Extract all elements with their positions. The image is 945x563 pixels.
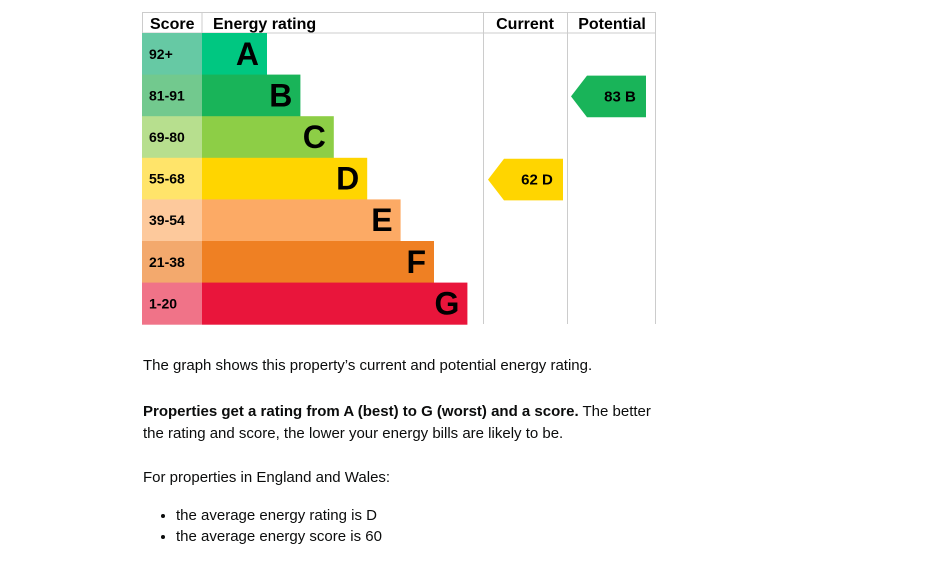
rating-explanation: Properties get a rating from A (best) to…: [143, 401, 663, 445]
rating-bar-f: [202, 241, 434, 284]
potential-rating-label: 83 B: [604, 88, 636, 105]
score-cell: [142, 33, 202, 76]
rating-letter: D: [336, 161, 359, 197]
score-cell: [142, 74, 202, 117]
energy-rating-header: Energy rating: [213, 16, 316, 33]
rating-letter: B: [269, 77, 292, 113]
score-cell: [142, 116, 202, 159]
score-range-label: 81-91: [149, 87, 185, 103]
rating-letter: F: [406, 244, 426, 280]
rating-letter: G: [435, 285, 460, 321]
rating-explanation-bold: Properties get a rating from A (best) to…: [143, 403, 579, 420]
score-cell: [142, 199, 202, 242]
rating-bar-b: [202, 74, 301, 117]
averages-list: the average energy rating is D the avera…: [143, 505, 663, 547]
rating-explanation-rest: The better the rating and score, the low…: [143, 403, 651, 442]
score-range-label: 69-80: [149, 129, 185, 145]
score-range-label: 92+: [149, 46, 173, 62]
current-header: Current: [496, 16, 554, 33]
region-intro: For properties in England and Wales:: [143, 469, 391, 486]
rating-bar-g: [202, 282, 468, 325]
rating-letter: E: [371, 202, 392, 238]
energy-rating-chart: Score Energy rating Current Potential 92+ A 81…: [142, 12, 656, 325]
score-range-label: 39-54: [149, 212, 185, 228]
rating-bar-d: [202, 157, 368, 200]
score-range-label: 55-68: [149, 171, 185, 187]
current-rating-label: 62 D: [521, 172, 553, 189]
current-arrow: [488, 158, 563, 201]
rating-bar-c: [202, 116, 334, 159]
score-header: Score: [150, 16, 195, 33]
potential-arrow: [571, 75, 646, 118]
score-cell: [142, 241, 202, 284]
graph-description: The graph shows this property’s current …: [143, 357, 593, 374]
average-score-item: the average energy score is 60: [176, 526, 663, 547]
rating-bar-e: [202, 199, 401, 242]
potential-header: Potential: [578, 16, 646, 33]
average-rating-item: the average energy rating is D: [176, 505, 663, 526]
rating-bar-a: [202, 33, 267, 76]
rating-letter: A: [236, 36, 259, 72]
score-cell: [142, 282, 202, 325]
score-range-label: 21-38: [149, 254, 185, 270]
score-cell: [142, 157, 202, 200]
rating-letter: C: [303, 119, 326, 155]
score-range-label: 1-20: [149, 295, 177, 311]
